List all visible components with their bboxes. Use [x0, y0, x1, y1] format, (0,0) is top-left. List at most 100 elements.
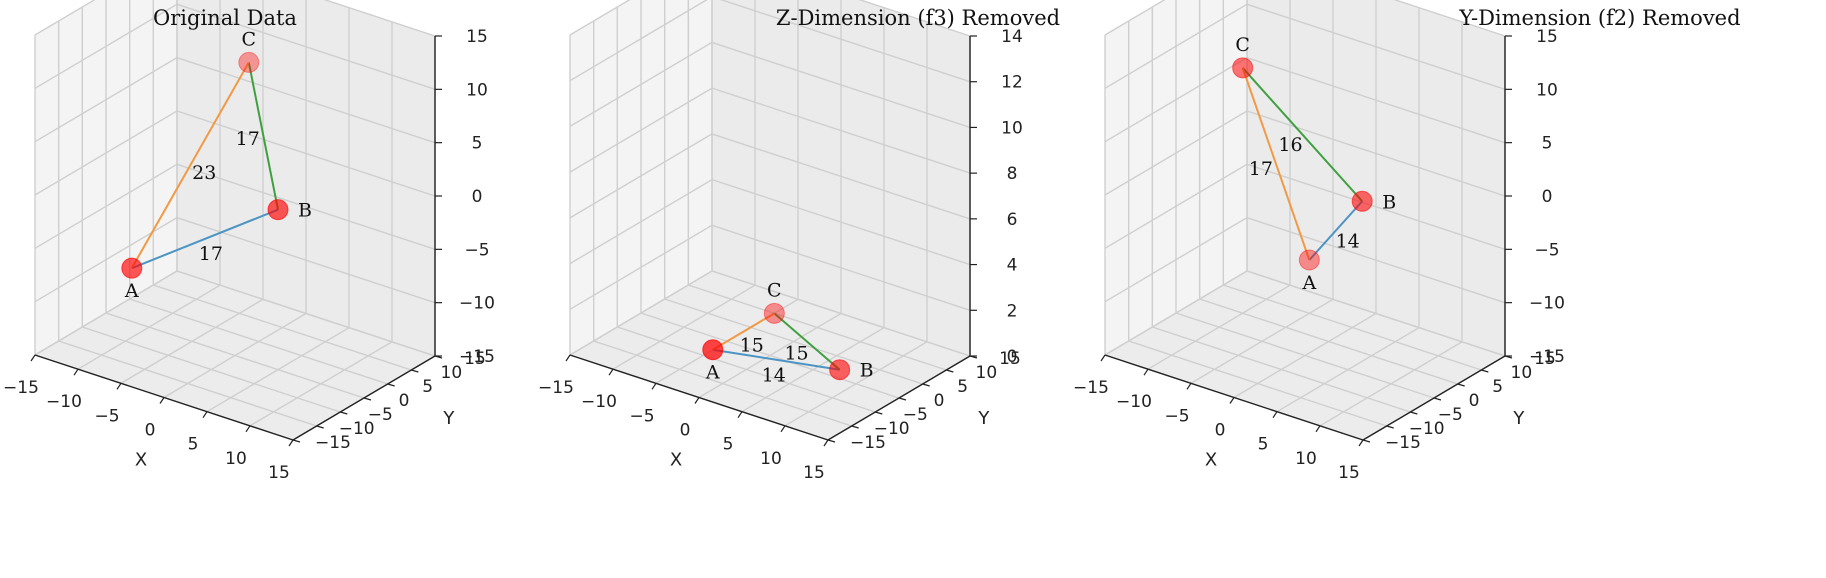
y-tick-mark: [340, 411, 348, 415]
grid-line-z: [34, 3, 436, 90]
y-tick-label: 10: [441, 363, 463, 383]
y-tick-mark: [851, 425, 859, 429]
edge-A-B: [1308, 200, 1363, 261]
distance-label-A-B: 14: [762, 365, 786, 387]
y-axis-label: Y: [442, 408, 455, 429]
x-tick-mark: [780, 425, 786, 433]
y-tick-label: 0: [934, 391, 945, 411]
point-C: [238, 51, 260, 73]
edge-B-C: [1241, 67, 1363, 202]
edge-A-B: [131, 208, 279, 270]
x-tick-mark: [1272, 411, 1278, 418]
y-tick-mark: [316, 425, 324, 429]
z-tick-label: 5: [1542, 134, 1553, 154]
y-tick-label: −10: [874, 419, 910, 439]
x-tick-mark: [1100, 354, 1106, 362]
chart-panel-2: −15−10−5051015−15−10−505101514121086420X…: [538, 0, 1060, 483]
x-tick-mark: [823, 439, 829, 447]
y-tick-label: −5: [1438, 405, 1463, 425]
y-tick-label: −5: [368, 405, 393, 425]
distance-label-B-C: 16: [1278, 134, 1302, 156]
point-C: [763, 302, 785, 324]
grid-line-z: [569, 270, 971, 357]
point-A: [121, 257, 143, 279]
grid-line-z: [1104, 0, 1506, 37]
z-tick-label: 15: [1536, 27, 1558, 47]
y-tick-label: −10: [1409, 419, 1445, 439]
x-tick-label: 5: [1258, 435, 1269, 455]
z-tick-label: −10: [1529, 294, 1565, 314]
y-tick-label: 15: [464, 349, 486, 369]
grid-line-z: [569, 224, 971, 311]
grid-line-z: [1104, 3, 1506, 90]
x-tick-mark: [1229, 397, 1235, 404]
x-tick-mark: [245, 425, 251, 433]
distance-label-A-C: 15: [740, 334, 764, 356]
point-B: [1351, 190, 1373, 212]
grid-line-z: [569, 0, 971, 83]
z-tick-label: 14: [1001, 27, 1023, 47]
z-tick-label: −5: [1534, 240, 1559, 260]
y-tick-label: −15: [1385, 433, 1421, 453]
grid-line-z: [1104, 110, 1506, 197]
x-tick-label: 10: [760, 449, 782, 469]
point-A: [1298, 249, 1320, 271]
x-tick-label: −10: [46, 392, 82, 412]
x-tick-mark: [737, 411, 743, 418]
z-tick-label: 10: [1001, 118, 1023, 138]
y-tick-mark: [411, 369, 419, 373]
x-tick-mark: [159, 397, 165, 404]
y-tick-mark: [1386, 425, 1394, 429]
grid-line-z: [569, 41, 971, 129]
y-tick-mark: [292, 439, 301, 443]
y-tick-label: 5: [1492, 377, 1503, 397]
x-axis-label: X: [670, 449, 682, 470]
y-tick-mark: [946, 369, 954, 373]
x-tick-label: −5: [629, 406, 654, 426]
x-tick-mark: [1315, 425, 1321, 433]
grid-line-z: [569, 178, 971, 266]
y-tick-mark: [875, 411, 883, 415]
x-tick-label: −15: [538, 378, 574, 398]
z-tick-label: 10: [1536, 80, 1558, 100]
z-tick-label: 0: [472, 187, 483, 207]
edge-A-B: [712, 348, 840, 371]
x-tick-label: −5: [94, 406, 119, 426]
distance-label-A-C: 17: [1249, 158, 1273, 180]
point-label-A: A: [1301, 272, 1316, 294]
edge-A-C: [712, 312, 775, 351]
y-tick-label: 5: [957, 377, 968, 397]
grid-line-z: [34, 56, 436, 144]
x-tick-label: 0: [680, 421, 691, 441]
grid-line-z: [34, 110, 436, 197]
grid-line-z: [34, 0, 436, 37]
x-tick-label: 15: [268, 463, 290, 483]
z-tick-label: 8: [1007, 164, 1018, 184]
distance-label-B-C: 17: [236, 128, 260, 150]
x-tick-label: 0: [1215, 421, 1226, 441]
grid-line-z: [34, 270, 436, 357]
y-tick-label: 5: [422, 377, 433, 397]
z-tick-label: 15: [466, 27, 488, 47]
x-tick-mark: [1186, 383, 1192, 390]
chart-title: Original Data: [153, 6, 297, 30]
z-tick-label: −5: [464, 240, 489, 260]
z-tick-label: 10: [466, 80, 488, 100]
point-A: [702, 339, 724, 361]
z-tick-label: 5: [472, 134, 483, 154]
point-label-A: A: [124, 280, 139, 302]
x-tick-mark: [651, 383, 657, 390]
x-tick-label: −15: [3, 378, 39, 398]
y-axis-label: Y: [977, 408, 990, 429]
x-axis-label: X: [1205, 449, 1217, 470]
x-tick-mark: [694, 397, 700, 404]
y-tick-label: 10: [1511, 363, 1533, 383]
z-tick-label: −15: [459, 347, 495, 367]
x-tick-mark: [608, 368, 614, 376]
grid-line-z: [569, 87, 971, 174]
edge-B-C: [247, 62, 279, 210]
x-tick-mark: [116, 383, 122, 390]
z-tick-label: 2: [1007, 301, 1018, 321]
point-label-C: C: [767, 279, 782, 301]
x-tick-label: 5: [188, 435, 199, 455]
